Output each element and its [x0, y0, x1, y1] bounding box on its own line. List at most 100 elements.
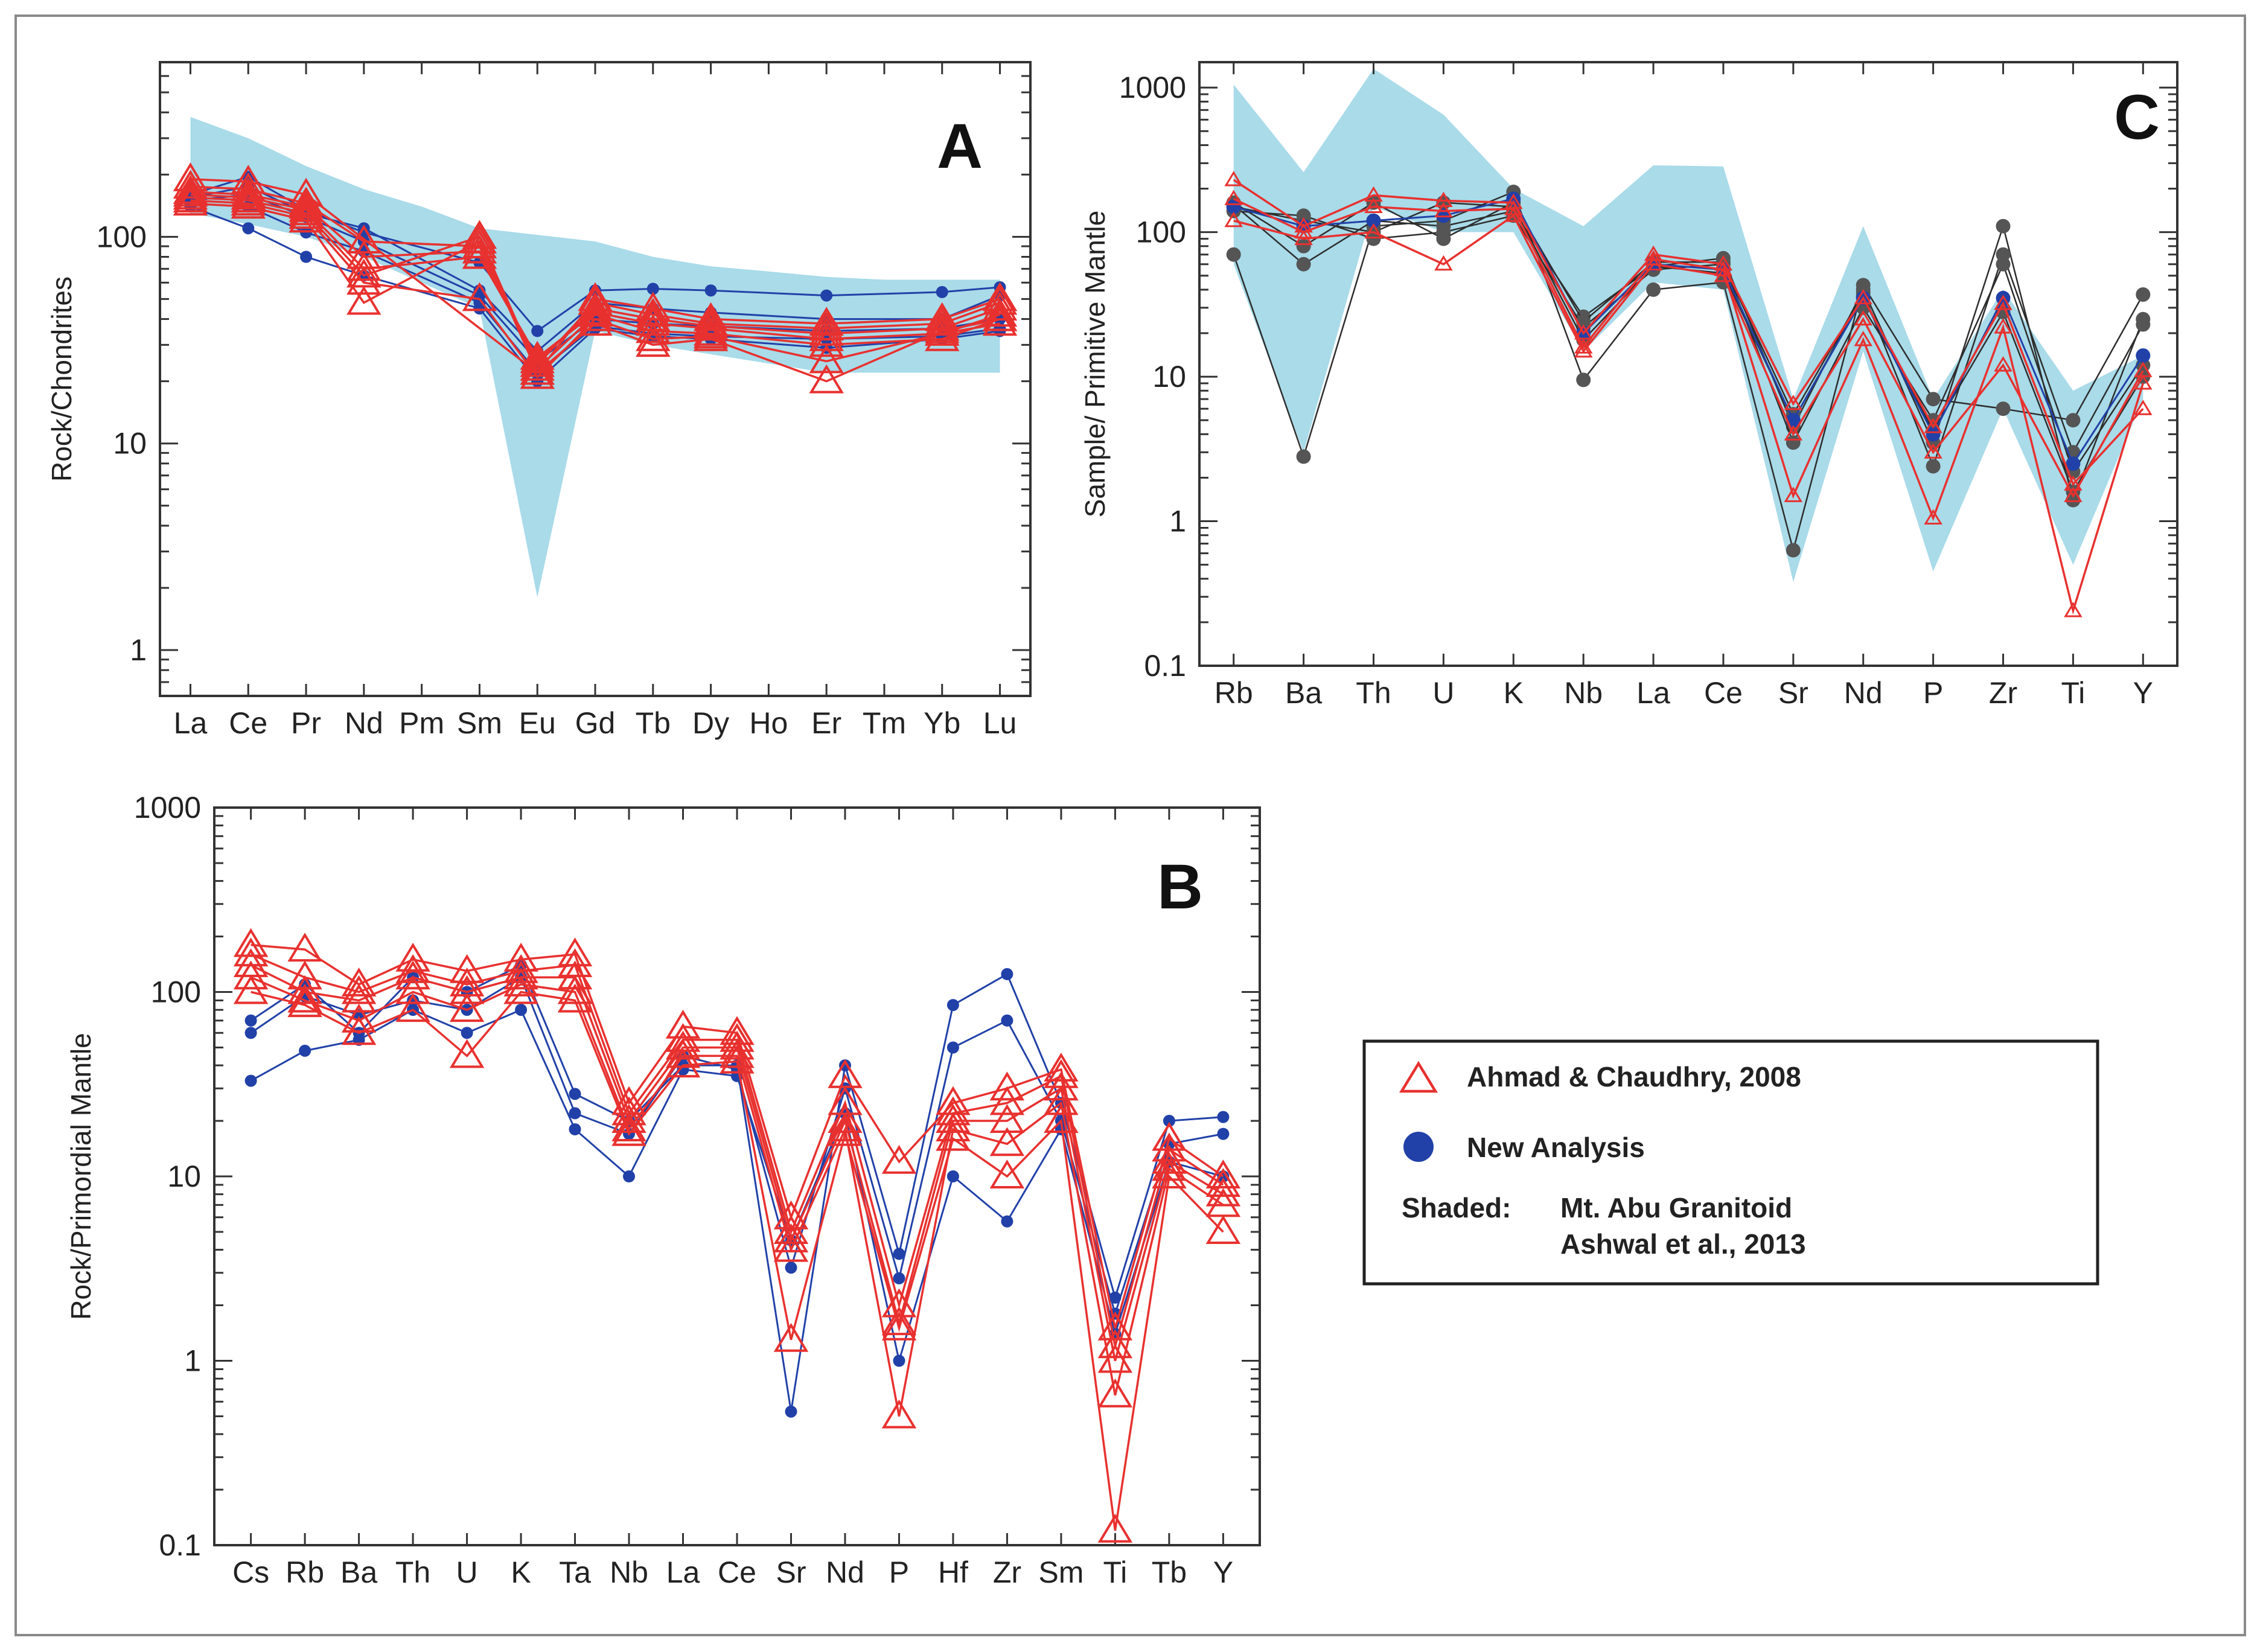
x-tick-label: U	[1432, 676, 1454, 710]
x-tick-label: Nd	[345, 706, 383, 740]
circle-marker-icon	[1403, 1132, 1434, 1162]
data-point-triangle	[520, 356, 555, 385]
data-point-triangle	[881, 1311, 917, 1341]
x-tick-label: Ta	[559, 1555, 591, 1589]
data-point-triangle	[1574, 342, 1593, 358]
series-line	[190, 205, 1000, 383]
data-point-circle	[2066, 456, 2081, 471]
data-point-triangle	[809, 328, 844, 357]
data-point-triangle	[289, 196, 324, 226]
data-point-triangle	[578, 298, 613, 327]
data-point-triangle	[1924, 509, 1942, 525]
data-point-triangle	[2134, 400, 2153, 415]
legend-new-label: New Analysis	[1467, 1132, 1645, 1163]
data-point-triangle	[449, 975, 485, 1004]
data-point-triangle	[1784, 486, 1803, 502]
data-point-triangle	[2064, 486, 2083, 502]
data-point-circle	[1996, 257, 2011, 272]
data-point-triangle	[611, 1112, 646, 1141]
series-line	[1233, 214, 2144, 499]
data-point-triangle	[173, 187, 208, 216]
data-point-circle	[244, 1027, 257, 1039]
data-point-triangle	[449, 954, 485, 983]
x-tick-label: U	[456, 1555, 478, 1589]
data-point-triangle	[1854, 310, 1872, 326]
x-tick-label: Rb	[286, 1555, 324, 1589]
data-point-triangle	[462, 282, 497, 311]
axes-frame	[1198, 61, 2178, 667]
chart-c: 0.1 1 10 100 1000 Rb Ba Th U K Nb La Ce Sr Nd P Zr Ti Y Sam…	[1079, 61, 2178, 710]
series-line	[1233, 179, 2144, 486]
shaded-envelope	[190, 116, 1000, 598]
data-point-triangle	[395, 993, 430, 1022]
data-point-circle	[2136, 317, 2151, 332]
data-point-triangle	[1224, 211, 1243, 228]
data-point-circle	[1786, 543, 1801, 558]
x-tick-label: Pr	[291, 706, 321, 740]
data-point-triangle	[989, 1071, 1025, 1101]
data-point-triangle	[287, 988, 322, 1018]
axes-frame	[159, 61, 1032, 697]
data-point-circle	[1217, 1111, 1230, 1123]
series-line	[190, 196, 1001, 371]
data-point-circle	[936, 285, 948, 298]
x-tick-label: Ce	[718, 1555, 756, 1589]
series-line	[250, 976, 1224, 1417]
legend-shaded-prefix: Shaded:	[1402, 1192, 1511, 1223]
y-tick-label: 1000	[1119, 71, 1186, 104]
figure-frame	[14, 14, 2246, 1636]
data-point-triangle	[1644, 255, 1663, 271]
data-point-circle	[461, 1027, 473, 1039]
data-point-circle	[244, 1014, 257, 1027]
data-point-triangle	[636, 322, 671, 351]
data-point-triangle	[720, 1016, 755, 1045]
series-line	[1233, 197, 2144, 466]
data-point-circle	[623, 1170, 635, 1182]
data-point-triangle	[2134, 374, 2153, 390]
data-point-triangle	[503, 975, 538, 1004]
y-tick-label: 10	[167, 1159, 201, 1193]
x-tick-label: Pm	[399, 706, 444, 740]
legend-box	[1362, 1039, 2099, 1286]
data-point-triangle	[982, 302, 1018, 331]
data-point-triangle	[1044, 1104, 1079, 1133]
data-point-triangle	[395, 960, 430, 990]
data-point-circle	[704, 284, 717, 297]
y-tick-label: 1000	[134, 791, 201, 824]
x-tick-label: K	[511, 1555, 531, 1589]
x-tick-label: Tb	[1152, 1555, 1187, 1589]
data-point-triangle	[693, 322, 729, 351]
data-point-triangle	[1854, 289, 1872, 305]
x-tick-label: P	[889, 1555, 909, 1589]
data-point-triangle	[1434, 191, 1453, 207]
data-point-triangle	[462, 225, 497, 254]
data-point-triangle	[289, 200, 324, 229]
data-point-triangle	[1294, 223, 1313, 239]
data-point-triangle	[231, 190, 266, 219]
series-line	[1233, 197, 2144, 615]
data-point-triangle	[1044, 1071, 1079, 1101]
data-point-triangle	[2064, 602, 2083, 617]
data-point-triangle	[1205, 1215, 1241, 1244]
y-tick-label: 100	[97, 220, 147, 254]
data-point-triangle	[989, 1086, 1025, 1115]
data-point-triangle	[231, 187, 266, 216]
data-point-circle	[646, 282, 659, 295]
y-tick-label: 0.1	[159, 1528, 201, 1562]
series-line	[1233, 191, 2144, 553]
data-point-triangle	[693, 302, 729, 331]
data-point-triangle	[520, 360, 555, 389]
data-point-circle	[1366, 213, 1381, 228]
data-point-triangle	[693, 316, 729, 346]
x-tick-label: Th	[1356, 676, 1391, 710]
data-point-triangle	[1434, 202, 1453, 218]
data-point-triangle	[449, 1039, 485, 1068]
data-point-triangle	[1994, 356, 2012, 372]
data-point-triangle	[1504, 200, 1523, 215]
data-point-triangle	[346, 266, 381, 295]
data-point-triangle	[1714, 266, 1733, 282]
x-tick-label: La	[174, 706, 208, 740]
y-axis-label: Rock/Chondrites	[46, 276, 77, 482]
y-tick-label: 10	[1152, 360, 1186, 394]
data-point-circle	[569, 1123, 581, 1135]
